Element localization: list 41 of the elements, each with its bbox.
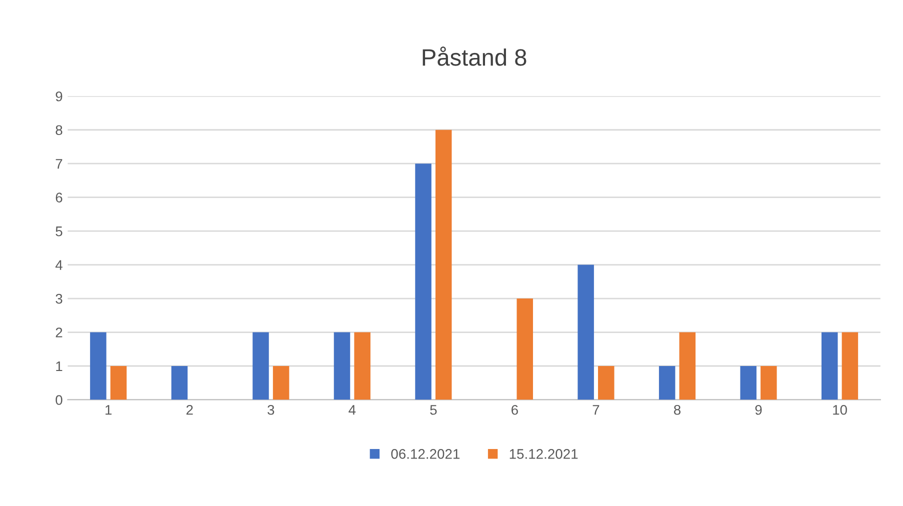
bar <box>435 130 452 400</box>
y-tick-label: 7 <box>56 159 62 169</box>
x-tick-label: 8 <box>674 404 681 415</box>
x-tick-label: 1 <box>106 405 112 415</box>
x-tick-label: 5 <box>430 405 437 415</box>
bar <box>658 366 676 400</box>
y-tick-label: 3 <box>56 294 62 304</box>
bar <box>272 366 290 400</box>
y-tick-label: 6 <box>56 192 62 203</box>
legend-label: 06.12.2021 <box>391 449 460 459</box>
y-tick-label: 1 <box>56 361 62 372</box>
bar <box>516 298 533 400</box>
chart-title: Påstand 8 <box>422 46 526 66</box>
x-tick-label: 6 <box>512 404 518 415</box>
y-tick-label: 4 <box>55 260 62 270</box>
bar <box>252 332 269 400</box>
x-tick-label: 7 <box>592 405 600 415</box>
x-tick-label: 2 <box>186 404 193 415</box>
y-tick-label: 0 <box>56 395 62 405</box>
bar <box>842 332 858 400</box>
bar <box>822 332 838 400</box>
bar <box>740 366 756 400</box>
bar <box>110 366 127 400</box>
x-tick-label: 4 <box>348 405 356 415</box>
y-tick-label: 9 <box>56 91 62 102</box>
bar <box>760 366 777 400</box>
bar <box>598 366 614 400</box>
y-tick-label: 8 <box>56 125 62 136</box>
bar <box>90 332 106 400</box>
bar <box>171 366 188 400</box>
x-tick-label: 9 <box>755 404 762 415</box>
bar <box>578 264 594 400</box>
bar <box>679 332 696 400</box>
y-tick-label: 2 <box>56 328 62 338</box>
bar <box>334 332 350 400</box>
x-tick-label: 10 <box>833 404 847 415</box>
legend-label: 15.12.2021 <box>510 449 578 459</box>
y-tick-label: 5 <box>56 226 62 236</box>
x-tick-label: 3 <box>268 404 274 415</box>
bar <box>415 164 432 400</box>
bar <box>354 332 370 400</box>
